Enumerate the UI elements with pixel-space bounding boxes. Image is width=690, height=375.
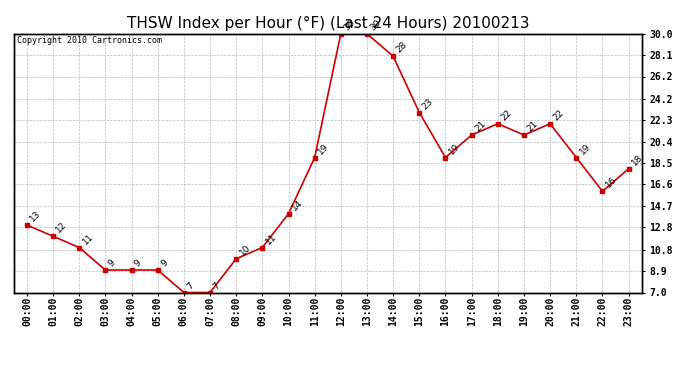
Text: 9: 9 xyxy=(107,258,117,268)
Text: 23: 23 xyxy=(421,97,435,111)
Text: 12: 12 xyxy=(55,220,69,235)
Text: 14: 14 xyxy=(290,198,304,212)
Text: 30: 30 xyxy=(368,18,383,32)
Text: Copyright 2010 Cartronics.com: Copyright 2010 Cartronics.com xyxy=(17,36,162,45)
Text: 22: 22 xyxy=(499,108,513,122)
Text: 10: 10 xyxy=(237,243,252,257)
Text: 9: 9 xyxy=(159,258,170,268)
Text: 13: 13 xyxy=(28,209,43,224)
Text: 18: 18 xyxy=(630,153,644,167)
Text: 19: 19 xyxy=(578,142,592,156)
Text: 19: 19 xyxy=(316,142,331,156)
Text: 19: 19 xyxy=(447,142,462,156)
Text: 11: 11 xyxy=(81,232,95,246)
Text: 11: 11 xyxy=(264,232,278,246)
Text: 7: 7 xyxy=(211,280,222,291)
Text: 16: 16 xyxy=(604,176,618,190)
Text: 7: 7 xyxy=(185,280,196,291)
Text: 28: 28 xyxy=(395,40,409,55)
Text: 9: 9 xyxy=(133,258,144,268)
Text: 21: 21 xyxy=(525,119,540,134)
Text: 22: 22 xyxy=(551,108,566,122)
Text: 21: 21 xyxy=(473,119,487,134)
Title: THSW Index per Hour (°F) (Last 24 Hours) 20100213: THSW Index per Hour (°F) (Last 24 Hours)… xyxy=(126,16,529,31)
Text: 30: 30 xyxy=(342,18,357,32)
